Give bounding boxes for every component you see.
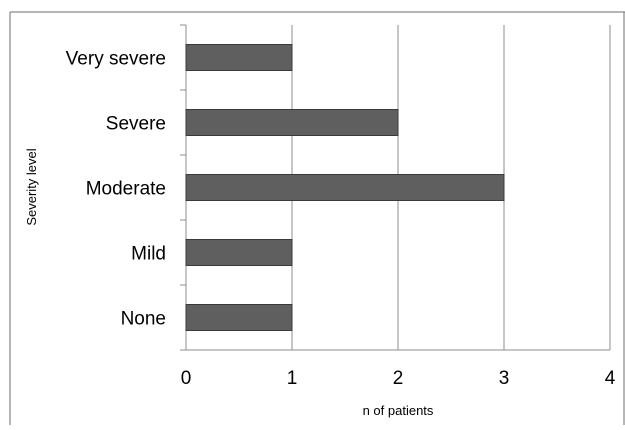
bar-very-severe — [185, 44, 293, 71]
bar-moderate — [185, 174, 505, 201]
x-tick-label-4: 4 — [605, 368, 616, 389]
x-tick-label-0: 0 — [181, 368, 192, 389]
x-tick-label-2: 2 — [393, 368, 404, 389]
category-label-none: None — [121, 309, 166, 330]
bar-none — [185, 304, 293, 331]
category-label-mild: Mild — [131, 244, 166, 265]
x-tick-label-1: 1 — [287, 368, 298, 389]
category-label-very-severe: Very severe — [66, 49, 166, 70]
y-axis-title: Severity level — [24, 148, 39, 225]
x-tick-label-3: 3 — [499, 368, 510, 389]
bar-severe — [185, 109, 399, 136]
category-label-moderate: Moderate — [86, 179, 166, 200]
x-axis-title: n of patients — [363, 403, 434, 418]
bar-mild — [185, 239, 293, 266]
category-label-severe: Severe — [106, 114, 166, 135]
